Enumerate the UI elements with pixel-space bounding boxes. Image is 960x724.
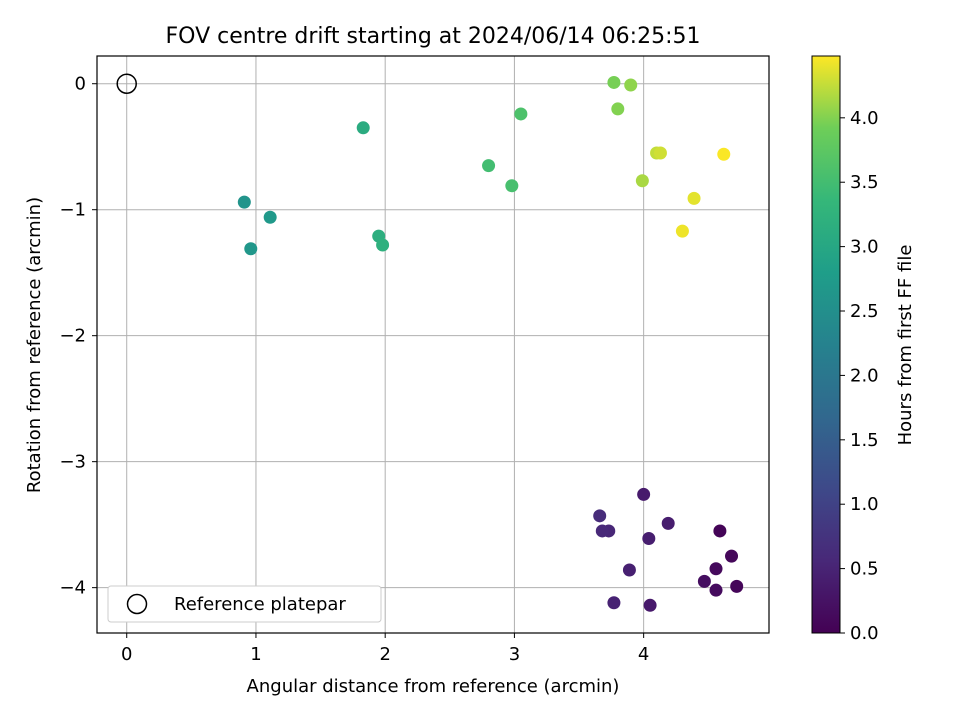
grid-lines	[97, 56, 769, 633]
data-point	[661, 516, 675, 530]
data-point	[635, 174, 649, 188]
data-point	[611, 102, 625, 116]
legend-box	[107, 585, 382, 623]
x-axis-label: Angular distance from reference (arcmin)	[247, 676, 620, 697]
data-point	[482, 159, 496, 173]
data-point	[514, 107, 528, 121]
x-tick-label: 0	[121, 644, 132, 665]
data-point	[697, 574, 711, 588]
data-point	[709, 562, 723, 576]
colorbar-tick-label: 3.5	[850, 172, 879, 193]
data-point	[653, 146, 667, 160]
y-tick-label: −1	[59, 200, 86, 221]
colorbar-ticks: 0.0 0.5 1.0 1.5 2.0 2.5 3.0 3.5 4.0	[840, 108, 879, 644]
data-point	[624, 78, 638, 92]
data-point	[505, 179, 519, 193]
data-point	[642, 532, 656, 546]
reference-marker-group	[116, 73, 137, 94]
data-point	[709, 583, 723, 597]
data-point	[593, 509, 607, 523]
y-axis-ticks: 0 −1 −2 −3 −4	[59, 74, 97, 599]
data-point	[263, 210, 277, 224]
reference-platepar-marker	[116, 73, 137, 94]
colorbar-label: Hours from first FF file	[895, 245, 916, 446]
y-tick-label: −2	[59, 326, 86, 347]
data-point	[713, 524, 727, 538]
x-tick-label: 4	[638, 644, 649, 665]
data-point	[356, 121, 370, 135]
data-point	[725, 549, 739, 563]
colorbar-tick-label: 0.0	[850, 623, 879, 644]
data-point	[637, 487, 651, 501]
data-point	[607, 596, 621, 610]
y-tick-label: −4	[59, 578, 86, 599]
data-point	[595, 524, 609, 538]
plot-frame	[96, 55, 770, 634]
colorbar-gradient	[811, 55, 841, 634]
data-point	[376, 238, 390, 252]
x-tick-label: 3	[509, 644, 520, 665]
y-tick-label: −3	[59, 452, 86, 473]
data-point	[643, 598, 657, 612]
data-points	[237, 75, 744, 612]
chart-title: FOV centre drift starting at 2024/06/14 …	[166, 24, 701, 49]
y-axis-label: Rotation from reference (arcmin)	[24, 197, 45, 493]
colorbar-tick-label: 1.0	[850, 494, 879, 515]
data-point	[730, 579, 744, 593]
data-point	[622, 563, 636, 577]
x-axis-ticks: 0 1 2 3 4	[121, 633, 649, 665]
colorbar-tick-label: 0.5	[850, 559, 879, 580]
colorbar-tick-label: 2.5	[850, 301, 879, 322]
data-point	[237, 195, 251, 209]
data-point	[687, 191, 701, 205]
data-point	[717, 147, 731, 161]
data-point	[675, 224, 689, 238]
data-point	[607, 75, 621, 89]
colorbar: 0.0 0.5 1.0 1.5 2.0 2.5 3.0 3.5 4.0 Hours from f…	[811, 55, 916, 644]
x-tick-label: 2	[379, 644, 390, 665]
legend: Reference platepar	[107, 585, 382, 623]
colorbar-tick-label: 2.0	[850, 365, 879, 386]
colorbar-tick-label: 3.0	[850, 237, 879, 258]
data-point	[244, 242, 258, 256]
colorbar-tick-label: 4.0	[850, 108, 879, 129]
colorbar-tick-label: 1.5	[850, 430, 879, 451]
x-tick-label: 1	[250, 644, 261, 665]
y-tick-label: 0	[75, 74, 86, 95]
legend-label: Reference platepar	[174, 594, 346, 615]
legend-marker-open-circle	[126, 593, 148, 615]
